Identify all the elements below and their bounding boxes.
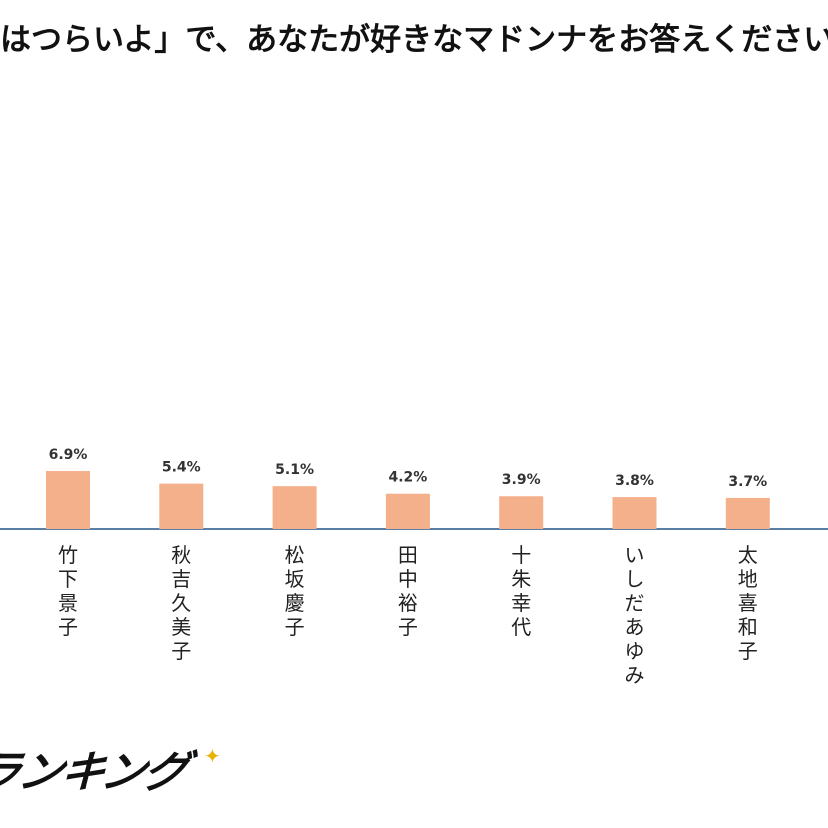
- bar-value-label: 3.7%: [728, 474, 767, 490]
- bar-value-label: 5.1%: [275, 462, 314, 478]
- bar: [612, 497, 657, 529]
- bar: [46, 471, 90, 529]
- category-label: 松坂慶子: [285, 543, 305, 639]
- category-label: いしだあゆみ: [625, 543, 645, 687]
- ranking-logo: ランキング ✦: [0, 738, 240, 798]
- bar-value-label: 5.4%: [162, 460, 201, 476]
- sparkle-icon: ✦: [204, 744, 221, 768]
- bar: [725, 497, 770, 529]
- category-label: 太地喜和子: [738, 543, 758, 663]
- chart-title-container: はつらいよ」で、あなたが好きなマドンナをお答えください: [0, 0, 828, 80]
- chart-title: はつらいよ」で、あなたが好きなマドンナをお答えください: [0, 22, 828, 58]
- bar: [159, 483, 204, 529]
- ranking-logo-text: ランキング: [0, 747, 192, 798]
- bar-value-label: 3.9%: [502, 472, 541, 488]
- bar: [272, 486, 317, 529]
- category-label: 竹下景子: [58, 543, 78, 639]
- bar-value-label: 3.8%: [615, 473, 654, 489]
- category-label: 十朱幸代: [511, 543, 531, 639]
- category-label: 秋吉久美子: [171, 543, 191, 663]
- bar: [499, 496, 544, 529]
- bar-chart: 6.9% 竹下景子 5.4% 秋吉久美子 5.1% 松坂慶子 4.2% 田中裕子 3.9% 十朱幸…: [0, 447, 828, 687]
- bar-value-label: 6.9%: [49, 447, 88, 463]
- bar-value-label: 4.2%: [388, 470, 427, 486]
- bar: [385, 493, 430, 529]
- category-label: 田中裕子: [398, 543, 418, 639]
